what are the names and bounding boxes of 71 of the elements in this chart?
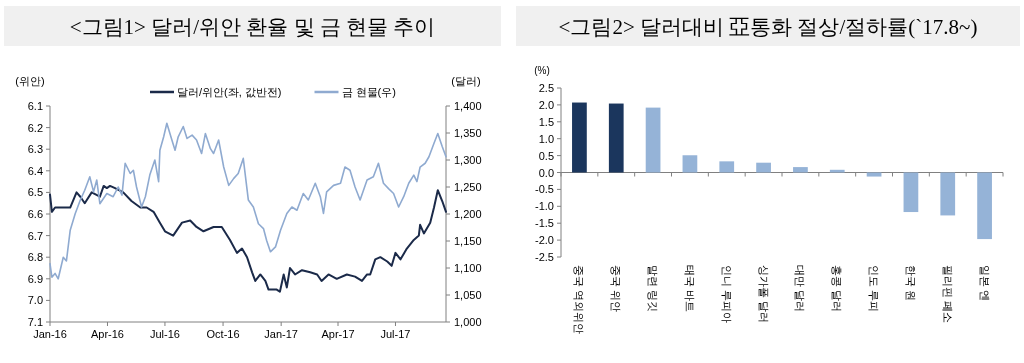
bar [682,155,698,173]
y2-tick-label: 1,100 [454,262,482,274]
y2-tick-label: 1,050 [454,289,482,301]
bar [977,172,992,240]
y-tick-label: -1.5 [535,217,554,230]
bar [645,107,661,173]
bar [903,172,919,213]
y2-tick-label: 1,350 [454,127,482,139]
x-tick-label: Jan-16 [33,328,67,340]
x-tick-label: 중국 위안 [610,265,623,313]
y-tick-label: -1.0 [535,200,554,213]
x-tick-label: 인도 루피 [868,265,881,313]
y-tick-label: 7.0 [27,294,43,307]
y2-tick-label: 1,000 [454,316,482,328]
bar [793,167,808,173]
x-tick-label: Apr-16 [90,328,124,340]
y-tick-label: 6.4 [27,164,43,177]
x-tick-label: 대만 달러 [794,265,807,313]
y-tick-label: 2.5 [538,82,554,94]
x-tick-label: 한국 원 [904,265,917,302]
y-tick-label: 7.1 [27,316,43,328]
y-tick-label: -0.5 [535,183,554,196]
x-tick-label: 태국 바트 [683,265,696,313]
line-series [49,122,447,280]
y2-axis-title: (달러) [451,75,481,87]
x-tick-label: 인니 루피아 [720,265,733,324]
x-tick-label: Apr-17 [321,328,355,340]
x-tick-label: Oct-16 [206,328,240,340]
y-tick-label: 6.2 [27,121,43,134]
y-tick-label: 0.0 [538,166,554,179]
x-tick-label: Jan-17 [264,328,298,340]
bar [940,172,956,216]
legend-label: 금 현물(우) [341,86,396,98]
y-tick-label: 0.5 [538,149,554,162]
bar [572,102,587,173]
y-tick-label: 1.0 [538,132,554,145]
chart-title: <그림1> 달러/위안 환율 및 금 현물 추이 [69,15,436,39]
y-tick-label: 6.1 [27,100,43,112]
x-tick-label: 일본 엔 [978,265,991,302]
y-tick-label: 6.5 [27,186,43,199]
y-tick-label: -2.0 [535,234,554,247]
y-tick-label: 6.9 [27,272,43,285]
bar [866,172,882,177]
bar [719,161,735,173]
legend-label: 달러/위안(좌, 값반전) [177,86,282,98]
y2-tick-label: 1,250 [454,181,482,193]
chart-title: <그림2> 달러대비 亞통화 절상/절하률(`17.8~) [558,15,978,39]
y-tick-label: 6.3 [27,143,43,156]
y2-tick-label: 1,400 [454,100,482,112]
y-tick-label: 2.0 [538,98,554,111]
y-tick-label: 6.7 [27,229,43,242]
x-tick-label: 싱가폴 달러 [757,265,770,324]
y-tick-label: 6.8 [27,251,43,264]
y-axis-title: (%) [534,65,550,76]
y-axis-title: (위안) [15,75,45,87]
y-tick-label: -2.5 [535,251,554,263]
x-tick-label: 중국 역외위안 [573,265,586,335]
y-tick-label: 6.6 [27,208,43,220]
y2-tick-label: 1,300 [454,154,482,166]
line-series [49,184,447,293]
bar [829,169,845,173]
x-tick-label: 말련 링깃 [647,265,660,313]
y2-tick-label: 1,150 [454,235,482,247]
y2-tick-label: 1,200 [454,208,482,220]
x-tick-label: Jul-16 [149,328,180,340]
bar [756,162,771,173]
x-tick-label: Jul-17 [380,328,411,340]
bar [608,103,624,173]
x-tick-label: 필리핀 페소 [941,265,954,324]
y-tick-label: 1.5 [538,115,554,128]
x-tick-label: 홍콩 달러 [831,265,844,313]
